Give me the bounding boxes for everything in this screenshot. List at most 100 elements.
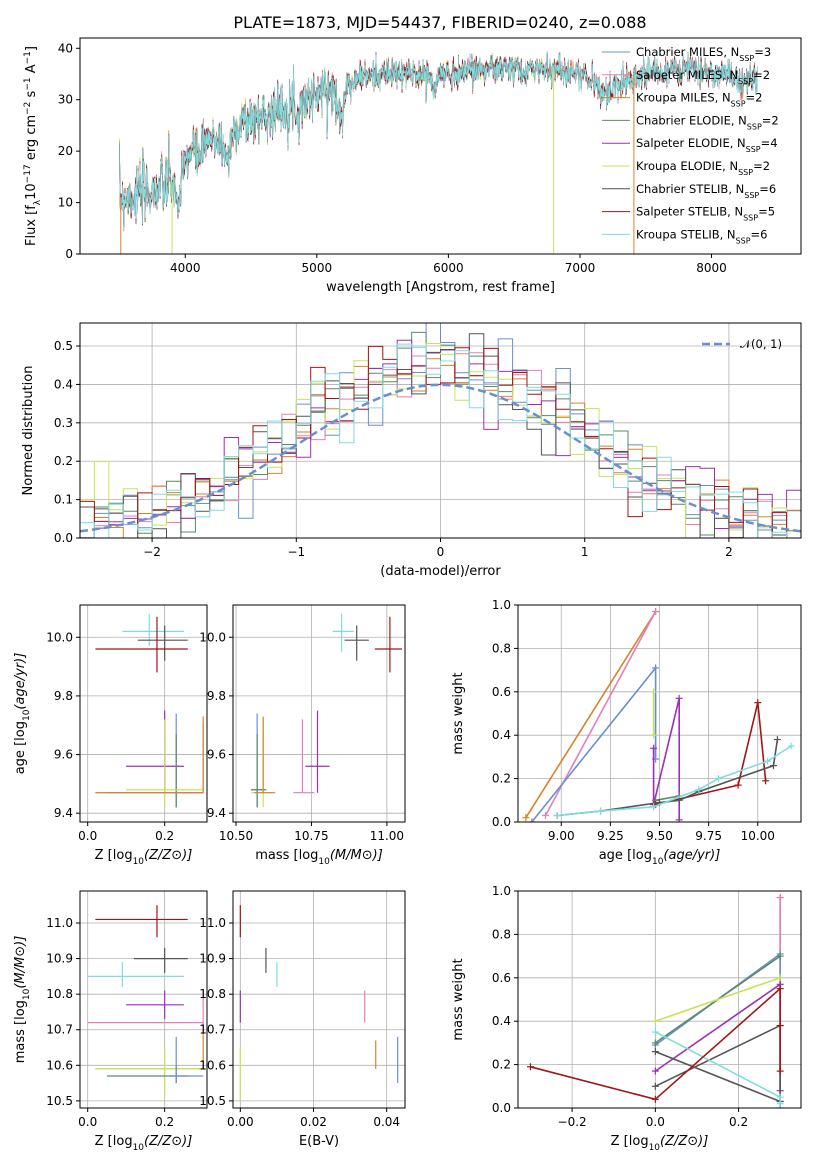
x-tick-label: 0.2 [729,1115,748,1129]
x-axis-label: (data-model)/error [380,564,501,579]
y-tick-label: 0.8 [492,927,511,941]
y-tick-label: 0.1 [54,493,73,507]
y-tick-label: 0.4 [492,1014,511,1028]
x-tick-label: 10.50 [219,829,253,843]
x-tick-label: 7000 [565,261,596,275]
x-tick-label: 10.00 [741,829,775,843]
series-line [655,977,781,1022]
errorbar-group [95,613,204,808]
y-tick-label: 0.2 [54,454,73,468]
histogram-step [80,343,801,538]
figure-title: PLATE=1873, MJD=54437, FIBERID=0240, z=0… [233,13,646,32]
x-axis-label: wavelength [Angstrom, rest frame] [326,280,555,295]
y-tick-label: 11.0 [199,916,226,930]
y-tick-label: 9.4 [207,806,226,820]
spectrum-series-line [119,50,758,229]
x-tick-label: 0.04 [373,1115,400,1129]
age-vs-metallicity-panel: 0.0 0.2 9.4 9.6 9.8 10.0 Z [log10(Z/Z⊙)] age [l… [13,604,208,867]
x-tick-label: 9.75 [695,829,722,843]
x-axis-label: E(B-V) [299,1134,339,1149]
y-tick-label: 10.8 [199,987,226,1001]
spectrum-panel: 4000 5000 6000 7000 8000 0 10 20 30 40 wavelength … [23,37,802,295]
y-tick-label: 11.0 [46,916,73,930]
y-tick-label: 9.4 [54,806,73,820]
axes-frame [79,890,208,1109]
x-tick-label: 10.75 [294,829,328,843]
x-tick-label: 0.2 [155,1115,174,1129]
legend-entry: Kroupa ELODIE, NSSP=2 [636,159,770,177]
y-tick-label: 0 [65,247,73,261]
x-axis-label: mass [log10(M/M⊙)] [255,848,383,867]
massweight-vs-age-panel: 9.00 9.25 9.50 9.75 10.00 0.0 0.2 0.4 0.6 0.8 1.0 a… [451,598,802,867]
x-axis-label: Z [log10(Z/Z⊙)] [611,1134,709,1153]
y-tick-label: 10 [58,196,73,210]
series-line [655,702,767,806]
histogram-group [80,323,801,538]
x-tick-label: 5000 [302,261,333,275]
y-tick-label: 0.4 [492,728,511,742]
y-axis-label: mass weight [451,958,466,1040]
axes-frame [79,604,208,823]
x-axis-label: age [log10(age/yr)] [599,848,721,867]
histogram-step [80,333,801,538]
x-axis-label: Z [log10(Z/Z⊙)] [95,848,193,867]
errorbar-group [87,905,204,1098]
axes-frame [232,604,406,823]
legend-entry: Chabrier STELIB, NSSP=6 [636,182,776,200]
y-tick-label: 0.3 [54,416,73,430]
legend-entry: Kroupa STELIB, NSSP=6 [636,227,767,245]
y-axis-label: Flux [fλ10−17 erg cm−2 s−1 A−1] [23,46,43,246]
y-tick-label: 0.0 [492,1101,511,1115]
x-tick-label: −2 [143,545,161,559]
y-tick-label: 10.8 [46,987,73,1001]
x-tick-label: 0.02 [300,1115,327,1129]
line-group [522,608,795,822]
series-line [525,611,657,819]
y-tick-label: 10.6 [46,1058,73,1072]
mass-vs-metallicity-panel: 0.0 0.2 10.5 10.6 10.7 10.8 10.9 11.0 Z [log10(Z… [13,890,208,1153]
legend-entry: Salpeter STELIB, NSSP=5 [636,205,775,223]
errorbar-group [251,613,402,808]
y-tick-label: 9.6 [54,748,73,762]
x-axis-label: Z [log10(Z/Z⊙)] [95,1134,193,1153]
x-tick-label: −1 [287,545,305,559]
y-tick-label: 30 [58,93,73,107]
y-tick-label: 10.7 [199,1023,226,1037]
x-tick-label: −0.2 [558,1115,587,1129]
residuals-panel: −2 −1 0 1 2 0.0 0.1 0.2 0.3 0.4 0.5 (data-model)/er… [21,322,802,579]
y-tick-label: 9.8 [54,689,73,703]
x-tick-label: 6000 [433,261,464,275]
y-tick-label: 10.9 [46,952,73,966]
legend-entry: Salpeter MILES, NSSP=2 [636,68,770,86]
line-group [526,894,784,1108]
x-tick-label: 8000 [696,261,727,275]
y-tick-label: 10.0 [46,630,73,644]
age-vs-mass-panel: 10.50 10.75 11.00 9.4 9.6 9.8 10.0 mass [log10(… [199,604,406,867]
y-tick-label: 1.0 [492,884,511,898]
y-tick-label: 9.8 [207,689,226,703]
y-axis-label: Normed distribution [21,366,36,496]
y-tick-label: 0.4 [54,377,73,391]
x-tick-label: 0.2 [155,829,174,843]
y-tick-label: 20 [58,144,73,158]
axes-frame [517,604,802,823]
y-tick-label: 0.6 [492,971,511,985]
axes-frame [79,322,802,539]
y-tick-label: 0.2 [492,1058,511,1072]
x-tick-label: 4000 [170,261,201,275]
axes-frame [517,890,802,1109]
y-tick-label: 9.6 [207,748,226,762]
x-tick-label: 0.0 [78,829,97,843]
y-tick-label: 0.5 [54,339,73,353]
normal-curve [80,383,801,533]
x-tick-label: 9.50 [646,829,673,843]
legend-entry: 𝒩(0, 1) [740,337,782,351]
y-tick-label: 10.6 [199,1058,226,1072]
x-tick-label: 0.0 [78,1115,97,1129]
x-tick-label: 2 [725,545,733,559]
y-tick-label: 0.8 [492,641,511,655]
x-tick-label: 9.00 [548,829,575,843]
y-tick-label: 0.2 [492,772,511,786]
legend-entry: Chabrier MILES, NSSP=3 [636,45,771,63]
y-tick-label: 10.0 [199,630,226,644]
